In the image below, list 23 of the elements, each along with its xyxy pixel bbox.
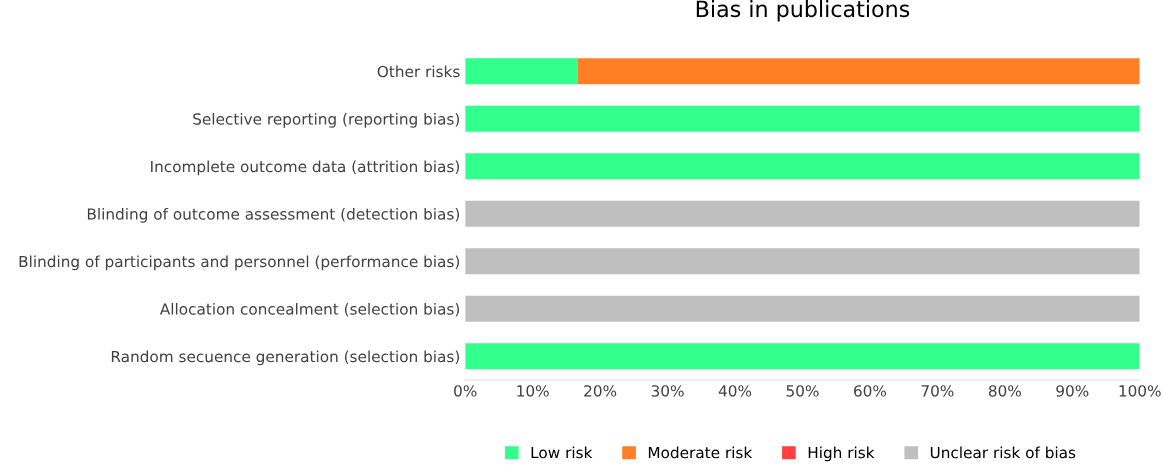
y-tick-label: Selective reporting (reporting bias) (193, 112, 460, 128)
x-tick-label: 100% (1119, 385, 1161, 397)
legend-label: Unclear risk of bias (930, 446, 1076, 459)
x-tick-label: 0% (454, 385, 477, 397)
y-tick-label: Allocation concealment (selection bias) (159, 302, 460, 317)
y-tick-label: Random secuence generation (selection bias) (111, 350, 460, 366)
x-tick-label: 80% (988, 385, 1021, 397)
legend-label: High risk (808, 446, 875, 462)
x-tick-label: 60% (854, 385, 887, 397)
x-tick-label: 70% (921, 385, 954, 397)
x-tick-label: 10% (517, 385, 549, 397)
x-tick-label: 50% (786, 385, 819, 397)
y-tick-label: Incomplete outcome data (attrition bias) (151, 160, 460, 176)
x-tick-label: 20% (584, 385, 617, 397)
y-tick-label: Blinding of outcome assessment (detection bias) (87, 207, 460, 223)
legend-label: Moderate risk (648, 446, 753, 459)
legend-label: Low risk (531, 446, 593, 459)
y-tick-label: Blinding of participants and personnel (performance bias) (19, 255, 460, 271)
chart-title: Bias in publications (696, 0, 910, 22)
x-tick-label: 30% (651, 385, 684, 397)
x-tick-label: 40% (718, 385, 752, 397)
x-tick-label: 90% (1056, 385, 1089, 397)
y-tick-label: Other risks (377, 65, 460, 78)
